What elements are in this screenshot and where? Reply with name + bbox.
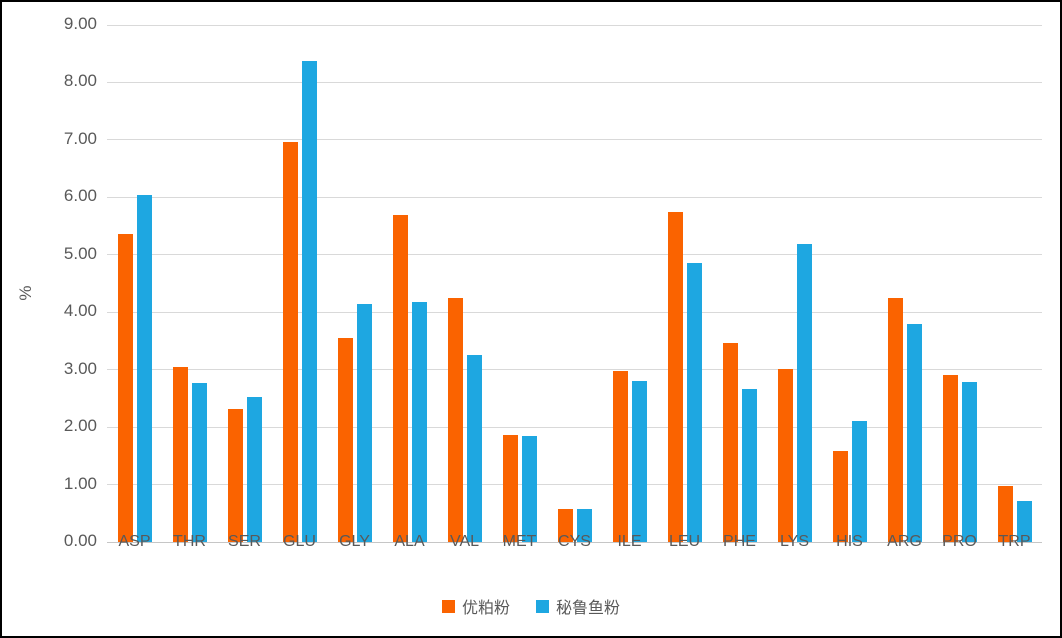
plot-area — [107, 24, 1042, 543]
gridline — [107, 24, 1042, 26]
x-axis-label: MET — [502, 533, 537, 550]
bar — [962, 382, 977, 542]
x-axis-label: THR — [173, 533, 206, 550]
legend-marker — [536, 599, 549, 613]
x-axis-label: LEU — [668, 533, 701, 550]
x-axis-label: GLY — [339, 533, 370, 550]
bar — [907, 324, 922, 542]
legend-item: 秘鲁鱼粉 — [536, 594, 620, 618]
chart-legend: 优粕粉 秘鲁鱼粉 — [2, 594, 1060, 618]
x-axis-label: CYS — [558, 533, 591, 550]
bar — [302, 61, 317, 542]
bar — [173, 367, 188, 542]
x-axis-label: TRP — [998, 533, 1031, 550]
bar — [247, 397, 262, 542]
gridline — [107, 541, 1042, 543]
x-axis-label: ASP — [118, 533, 151, 550]
y-axis-tick: 6.00 — [63, 186, 97, 206]
bar — [137, 195, 152, 542]
legend-marker — [441, 599, 455, 613]
gridline — [107, 196, 1042, 198]
bar — [613, 371, 628, 542]
legend-item: 优粕粉 — [441, 594, 510, 618]
bar — [357, 304, 372, 542]
bar — [283, 142, 298, 542]
bar — [668, 212, 683, 542]
x-axis-label: HIS — [836, 533, 863, 550]
bar — [522, 436, 537, 542]
y-axis-tick: 4.00 — [63, 301, 97, 321]
bar — [797, 244, 812, 542]
bar — [833, 451, 848, 542]
bar — [412, 302, 427, 542]
y-axis-tick: 8.00 — [63, 71, 97, 91]
bar — [577, 509, 592, 542]
y-axis-tick: 7.00 — [63, 128, 97, 148]
x-axis-label: PRO — [942, 533, 977, 550]
bar — [118, 234, 133, 542]
legend-label: 秘鲁鱼粉 — [556, 600, 621, 617]
gridline — [107, 139, 1042, 141]
bar — [228, 409, 243, 542]
bar — [742, 389, 757, 542]
bar — [503, 435, 518, 542]
bar — [338, 338, 353, 542]
x-axis-label: VAL — [449, 533, 480, 550]
x-axis-label: GLU — [283, 533, 316, 550]
gridline — [107, 426, 1042, 428]
bar — [778, 369, 793, 542]
x-axis-label: LYS — [779, 533, 810, 550]
bar — [723, 343, 738, 542]
x-axis-label: ILE — [617, 533, 642, 550]
gridline — [107, 254, 1042, 256]
bar — [1017, 501, 1032, 542]
y-axis-tick: 0.00 — [63, 531, 97, 550]
bar — [852, 421, 867, 542]
gridline — [107, 484, 1042, 486]
bar — [943, 375, 958, 542]
gridline — [107, 369, 1042, 371]
x-axis-label: ALA — [394, 533, 425, 550]
bar — [393, 215, 408, 542]
legend-label: 优粕粉 — [461, 600, 510, 617]
bar — [558, 509, 573, 542]
x-axis-label: ARG — [887, 533, 922, 550]
y-axis-tick: 2.00 — [63, 416, 97, 436]
bar — [687, 263, 702, 542]
y-axis-tick: 1.00 — [63, 473, 97, 493]
bar — [888, 298, 903, 542]
bar — [467, 355, 482, 542]
y-axis-tick: 5.00 — [63, 243, 97, 263]
gridline — [107, 311, 1042, 313]
x-axis-label: PHE — [723, 533, 756, 550]
y-axis-tick: 3.00 — [63, 358, 97, 378]
bar — [448, 298, 463, 542]
bar — [632, 381, 647, 542]
bar — [192, 383, 207, 542]
x-axis-label: SER — [228, 533, 261, 550]
y-axis-tick: 9.00 — [63, 14, 97, 33]
bar — [998, 486, 1013, 542]
gridline — [107, 81, 1042, 83]
